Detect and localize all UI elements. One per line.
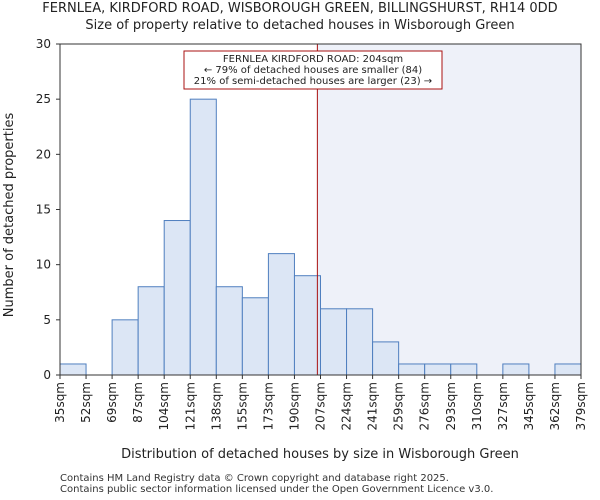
x-tick-label: 259sqm bbox=[392, 382, 406, 430]
x-tick-label: 173sqm bbox=[261, 382, 275, 430]
y-tick-label: 5 bbox=[43, 313, 51, 327]
x-tick-label: 87sqm bbox=[131, 382, 145, 423]
footer-copyright: Contains HM Land Registry data © Crown c… bbox=[60, 473, 449, 484]
x-tick-label: 310sqm bbox=[470, 382, 484, 430]
bar-190sqm bbox=[293, 275, 322, 376]
y-tick-label: 25 bbox=[36, 92, 51, 106]
x-tick-label: 207sqm bbox=[314, 382, 328, 430]
bar-138sqm bbox=[215, 286, 243, 376]
chart-subtitle: Size of property relative to detached ho… bbox=[85, 18, 515, 33]
x-tick-label: 138sqm bbox=[209, 382, 223, 430]
x-tick-label: 241sqm bbox=[366, 382, 380, 430]
x-tick-label: 379sqm bbox=[574, 382, 588, 430]
bar-69sqm bbox=[111, 319, 139, 376]
x-tick-label: 104sqm bbox=[157, 382, 171, 430]
annotation-line-1: FERNLEA KIRDFORD ROAD: 204sqm bbox=[223, 54, 403, 65]
bar-207sqm bbox=[320, 308, 348, 376]
x-tick-label: 224sqm bbox=[340, 382, 354, 430]
x-tick-label: 362sqm bbox=[548, 382, 562, 430]
x-tick-label: 35sqm bbox=[53, 382, 67, 423]
x-tick-label: 327sqm bbox=[496, 382, 510, 430]
footer-licence: Contains public sector information licen… bbox=[60, 484, 494, 495]
y-tick-label: 20 bbox=[36, 147, 51, 161]
bar-173sqm bbox=[267, 253, 295, 376]
x-tick-label: 52sqm bbox=[79, 382, 93, 423]
y-tick-label: 0 bbox=[43, 368, 51, 382]
bar-224sqm bbox=[346, 308, 374, 376]
x-tick-label: 276sqm bbox=[418, 382, 432, 430]
bar-293sqm bbox=[450, 363, 478, 376]
x-tick-label: 190sqm bbox=[287, 382, 301, 430]
x-tick-label: 155sqm bbox=[235, 382, 249, 430]
y-tick-label: 30 bbox=[36, 37, 51, 51]
bar-241sqm bbox=[372, 341, 400, 376]
bar-362sqm bbox=[554, 363, 582, 376]
x-tick-label: 293sqm bbox=[444, 382, 458, 430]
bar-259sqm bbox=[398, 363, 426, 376]
chart-title: FERNLEA, KIRDFORD ROAD, WISBOROUGH GREEN… bbox=[42, 1, 558, 16]
bar-35sqm bbox=[59, 363, 87, 376]
y-tick-label: 15 bbox=[36, 203, 51, 217]
annotation-line-3: 21% of semi-detached houses are larger (… bbox=[194, 76, 432, 87]
x-tick-label: 345sqm bbox=[522, 382, 536, 430]
x-tick-label: 69sqm bbox=[105, 382, 119, 423]
bar-87sqm bbox=[137, 286, 165, 376]
y-axis-label: Number of detached properties bbox=[2, 113, 17, 318]
bar-121sqm bbox=[189, 98, 217, 376]
bar-104sqm bbox=[163, 220, 191, 376]
bar-276sqm bbox=[424, 363, 452, 376]
annotation-box: FERNLEA KIRDFORD ROAD: 204sqm ← 79% of d… bbox=[183, 50, 443, 90]
bar-155sqm bbox=[241, 297, 269, 376]
bar-327sqm bbox=[502, 363, 530, 376]
y-tick-label: 10 bbox=[36, 258, 51, 272]
x-tick-label: 121sqm bbox=[183, 382, 197, 430]
x-axis-label: Distribution of detached houses by size … bbox=[121, 447, 519, 462]
annotation-line-2: ← 79% of detached houses are smaller (84… bbox=[204, 65, 422, 76]
bar-chart: 0 5 10 15 20 25 30 35sqm 52sqm 69sqm 87sqm 104sqm 1… bbox=[2, 37, 588, 462]
